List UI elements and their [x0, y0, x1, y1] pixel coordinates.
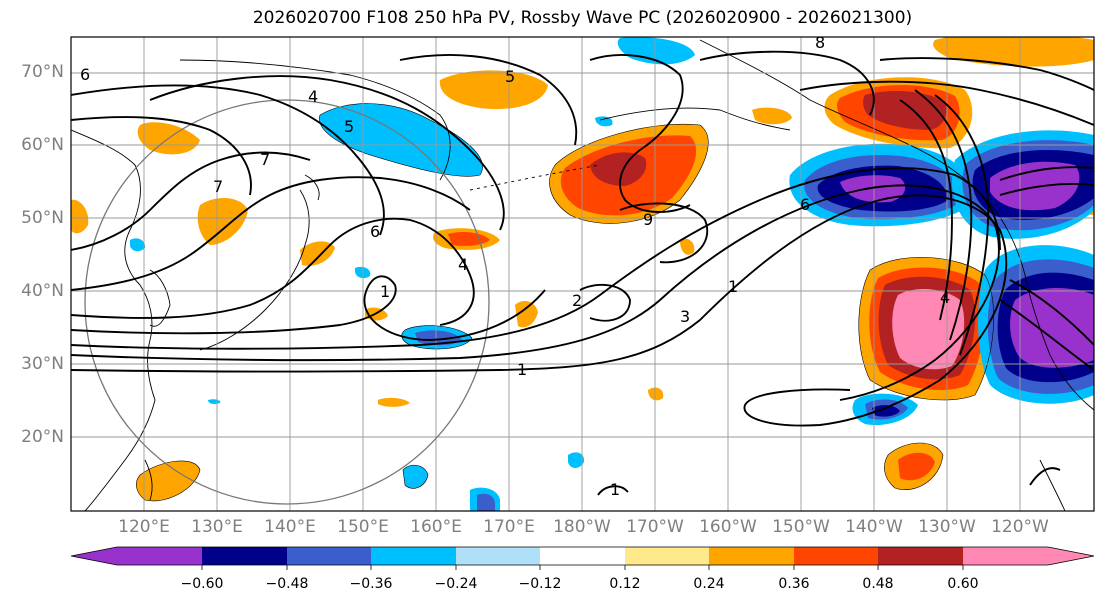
lon-label: 170°E: [483, 517, 535, 537]
pv-anomaly-fill: [71, 37, 1094, 511]
colorbar-label: 0.24: [693, 576, 725, 592]
colorbar-extend-high: [1048, 547, 1094, 565]
contour-label: 2: [572, 291, 582, 310]
contour-label: 3: [680, 307, 690, 326]
contour-label: 7: [213, 177, 223, 196]
colorbar-label: −0.24: [434, 576, 478, 592]
colorbar-label: 0.60: [947, 576, 979, 592]
contour-label: 1: [380, 282, 390, 301]
contour-label: 4: [308, 87, 318, 106]
lon-label: 150°W: [772, 517, 830, 537]
lon-label: 120°W: [991, 517, 1049, 537]
colorbar-bin: [625, 547, 710, 565]
contour-label: 5: [344, 117, 354, 136]
lon-label: 170°W: [626, 517, 684, 537]
lon-label: 130°W: [918, 517, 976, 537]
colorbar-bin: [709, 547, 795, 565]
map-title: 2026020700 F108 250 hPa PV, Rossby Wave …: [252, 8, 913, 28]
graticule: [71, 37, 1094, 511]
colorbar-extend-low: [71, 547, 117, 565]
lon-label: 140°E: [264, 517, 316, 537]
pv-contours: [71, 50, 1094, 496]
coastlines: [71, 39, 1094, 511]
colorbar-bin: [117, 547, 203, 565]
contour-label: 8: [815, 33, 825, 52]
lat-label: 50°N: [21, 208, 64, 228]
lon-label: 120°E: [118, 517, 170, 537]
colorbar-label: −0.12: [518, 576, 562, 592]
colorbar-bin: [540, 547, 626, 565]
lon-label: 180°W: [553, 517, 611, 537]
contour-label: 7: [260, 150, 270, 169]
colorbar-label: 0.48: [862, 576, 894, 592]
contour-label-group: 8 6 4 5 7 6 1 2 3 4 1 1 9 4 6 7 1 5: [80, 33, 950, 499]
contour-label: 1: [517, 360, 527, 379]
colorbar-bin: [963, 547, 1048, 565]
colorbar-bin: [794, 547, 879, 565]
colorbar-label: 0.12: [609, 576, 641, 592]
contour-label: 6: [80, 65, 90, 84]
contour-label: 6: [800, 195, 810, 214]
contour-label: 4: [940, 288, 950, 307]
lat-label: 60°N: [21, 135, 64, 155]
colorbar-bin: [878, 547, 964, 565]
colorbar-label: 0.36: [778, 576, 810, 592]
colorbar: [70, 546, 1095, 570]
lat-label: 30°N: [21, 354, 64, 374]
lon-label: 140°W: [845, 517, 903, 537]
colorbar-outline: [70, 546, 1095, 566]
lat-label: 70°N: [21, 62, 64, 82]
contour-label: 5: [505, 67, 515, 86]
colorbar-bin: [202, 547, 287, 565]
lon-label: 160°E: [410, 517, 462, 537]
radius-circle: [84, 99, 490, 505]
contour-label: 6: [370, 222, 380, 241]
colorbar-bin: [287, 547, 372, 565]
contour-label: 1: [610, 480, 620, 499]
colorbar-bin: [456, 547, 541, 565]
lat-label: 20°N: [21, 427, 64, 447]
contour-label: 4: [458, 255, 468, 274]
colorbar-label: −0.60: [180, 576, 224, 592]
colorbar-label: −0.48: [265, 576, 309, 592]
contour-label: 1: [728, 277, 738, 296]
contour-label: 9: [643, 210, 653, 229]
lat-label: 40°N: [21, 281, 64, 301]
lon-label: 130°E: [191, 517, 243, 537]
colorbar-bin: [371, 547, 457, 565]
lon-label: 160°W: [699, 517, 757, 537]
map-frame: [70, 36, 1095, 512]
colorbar-label: −0.36: [349, 576, 393, 592]
lon-label: 150°E: [337, 517, 389, 537]
